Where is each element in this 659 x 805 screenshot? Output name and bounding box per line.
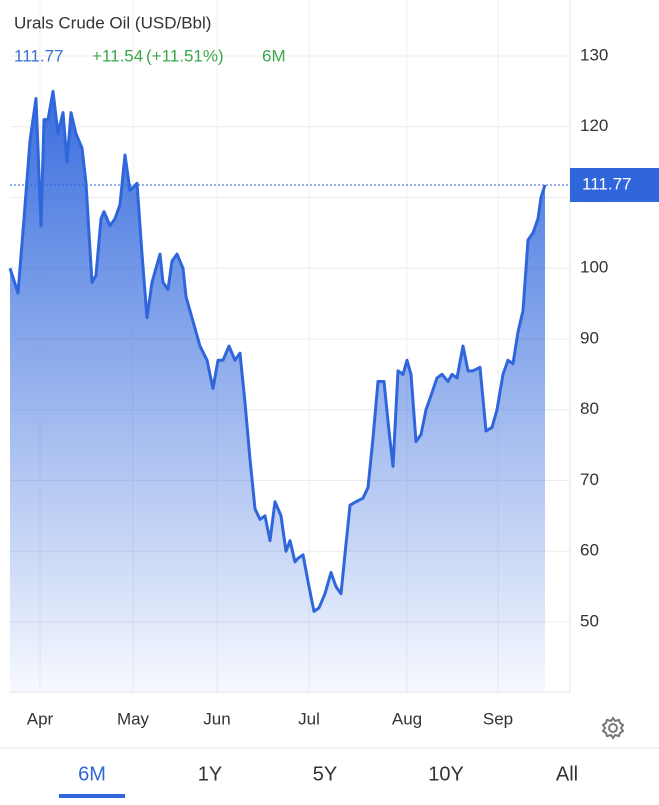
- period: 6M: [262, 46, 286, 65]
- y-tick-label: 80: [580, 399, 599, 418]
- y-tick-label: 90: [580, 328, 599, 347]
- y-tick-label: 70: [580, 470, 599, 489]
- range-tab[interactable]: 10Y: [428, 763, 464, 785]
- active-tab-underline: [59, 794, 125, 798]
- x-tick-label: Jun: [203, 709, 230, 728]
- settings-icon[interactable]: [601, 716, 625, 740]
- range-tab[interactable]: 1Y: [198, 763, 222, 785]
- y-tick-label: 60: [580, 541, 599, 560]
- last-price-label: 111.77: [582, 174, 631, 193]
- last-price-box: [570, 167, 659, 202]
- y-tick-label: 130: [580, 45, 608, 64]
- x-tick-label: Jul: [298, 709, 320, 728]
- range-tab[interactable]: 6M: [78, 763, 106, 785]
- y-tick-label: 120: [580, 116, 608, 135]
- x-tick-label: May: [117, 709, 150, 728]
- range-tab[interactable]: 5Y: [313, 763, 337, 785]
- y-tick-label: 100: [580, 258, 608, 277]
- change-pct: (+11.51%): [146, 46, 224, 65]
- chart-title: Urals Crude Oil (USD/Bbl): [14, 13, 211, 32]
- price-line: [8, 89, 547, 613]
- area-fill: [10, 91, 545, 692]
- x-tick-label: Sep: [483, 709, 513, 728]
- change: +11.54: [92, 46, 143, 65]
- x-tick-label: Apr: [27, 709, 54, 728]
- y-tick-label: 50: [580, 611, 599, 630]
- x-tick-label: Aug: [392, 709, 422, 728]
- range-tab[interactable]: All: [556, 763, 578, 785]
- price: 111.77: [14, 46, 63, 65]
